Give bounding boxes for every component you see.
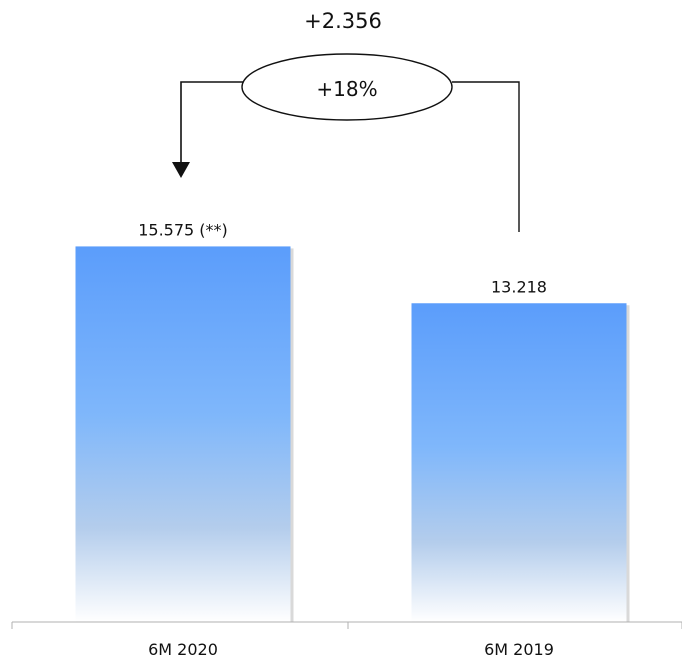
difference-label: +2.356 bbox=[304, 9, 382, 33]
percent-label: +18% bbox=[316, 77, 377, 101]
data-label: 15.575 (**) bbox=[138, 220, 228, 239]
bar-6m-2019 bbox=[411, 303, 627, 622]
category-labels-layer: 6M 2020 6M 2019 bbox=[148, 640, 554, 659]
arrow-down-icon bbox=[172, 162, 190, 178]
category-label: 6M 2019 bbox=[484, 640, 554, 659]
data-label: 13.218 bbox=[491, 277, 547, 296]
data-labels-layer: 15.575 (**) 13.218 bbox=[138, 220, 547, 296]
category-label: 6M 2020 bbox=[148, 640, 218, 659]
connector-arrow-left bbox=[180, 81, 243, 168]
bars-layer bbox=[75, 246, 630, 623]
change-annotation: +2.356 +18% bbox=[172, 9, 520, 232]
bar-6m-2020 bbox=[75, 246, 291, 623]
x-axis-ticks bbox=[11, 622, 682, 629]
connector-line-right bbox=[452, 81, 520, 232]
percent-ellipse bbox=[241, 53, 453, 121]
